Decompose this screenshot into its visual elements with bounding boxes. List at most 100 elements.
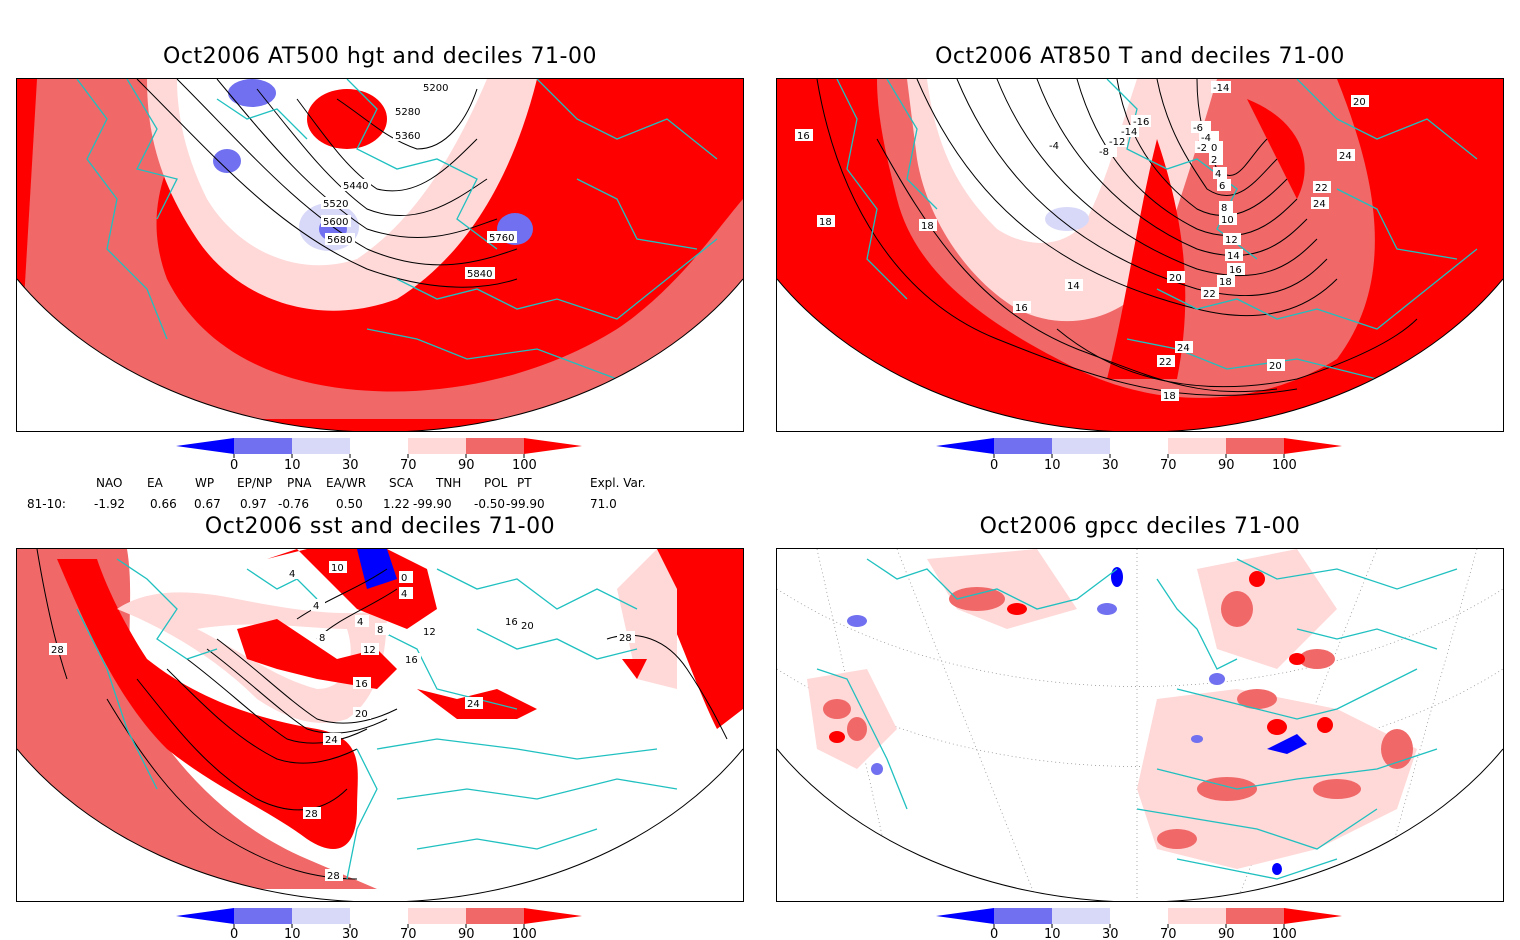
colorbar-swatch bbox=[292, 438, 350, 454]
index-value-explvar: 71.0 bbox=[590, 497, 617, 511]
colorbar-sst: 0 10 30 70 90 100 bbox=[176, 908, 582, 940]
colorbar-tick: 10 bbox=[284, 927, 301, 940]
index-header-ea: EA bbox=[147, 476, 163, 490]
contour-label: 16 bbox=[505, 617, 518, 628]
contour-label: -2 bbox=[1197, 143, 1207, 154]
index-header-nao: NAO bbox=[96, 476, 123, 490]
contour-label: 5760 bbox=[489, 233, 514, 244]
colorbar-tick: 90 bbox=[1218, 458, 1235, 472]
colorbar-tick: 10 bbox=[1044, 458, 1061, 472]
colorbar-tick: 30 bbox=[1102, 927, 1119, 940]
contour-label: 5680 bbox=[327, 235, 352, 246]
contour-label: 18 bbox=[1163, 391, 1176, 402]
contour-label: 5360 bbox=[395, 131, 420, 142]
panel-title-t850: Oct2006 AT850 T and deciles 71-00 bbox=[935, 44, 1345, 69]
colorbar-tick: 70 bbox=[1160, 927, 1177, 940]
index-header-explvar: Expl. Var. bbox=[590, 476, 646, 490]
contour-label: 22 bbox=[1159, 357, 1172, 368]
colorbar-swatch bbox=[408, 438, 466, 454]
colorbar-swatch bbox=[1110, 908, 1168, 924]
panel-title-gpcc: Oct2006 gpcc deciles 71-00 bbox=[979, 514, 1301, 539]
colorbar-swatch bbox=[936, 908, 994, 924]
colorbar-tick: 100 bbox=[512, 458, 537, 472]
colorbar-tick: 0 bbox=[230, 927, 238, 940]
index-value-epnp: 0.97 bbox=[240, 497, 267, 511]
contour-label: 18 bbox=[1219, 277, 1232, 288]
colorbar-tick: 90 bbox=[1218, 927, 1235, 940]
contour-label: 28 bbox=[305, 809, 318, 820]
contour-label: 24 bbox=[1177, 343, 1190, 354]
colorbar-swatch bbox=[1284, 908, 1342, 924]
index-value-ea: 0.66 bbox=[150, 497, 177, 511]
colorbar-swatch bbox=[1226, 438, 1284, 454]
contour-label: 20 bbox=[1169, 273, 1182, 284]
colorbar-swatch bbox=[408, 908, 466, 924]
colorbar-swatch bbox=[994, 908, 1052, 924]
index-header-pna: PNA bbox=[287, 476, 312, 490]
index-header-eawr: EA/WR bbox=[326, 476, 367, 490]
colorbar-tick: 100 bbox=[1272, 927, 1297, 940]
index-value-nao: -1.92 bbox=[94, 497, 126, 511]
index-value-pt: -99.90 bbox=[506, 497, 545, 511]
contour-label: 20 bbox=[1353, 97, 1366, 108]
colorbar-tick: 0 bbox=[990, 927, 998, 940]
colorbar-tick: 30 bbox=[1102, 458, 1119, 472]
contour-label: -8 bbox=[1099, 147, 1109, 158]
map-hgt500: 5200 5280 5360 5440 5520 5600 5680 5760 … bbox=[16, 78, 744, 432]
contour-label: 10 bbox=[331, 563, 344, 574]
colorbar-tick: 10 bbox=[1044, 927, 1061, 940]
colorbar-tick: 30 bbox=[342, 927, 359, 940]
contour-label: 8 bbox=[377, 625, 383, 636]
colorbar-tick: 90 bbox=[458, 927, 475, 940]
colorbar-tick: 10 bbox=[284, 458, 301, 472]
contour-label: 4 bbox=[313, 601, 319, 612]
contour-label: 4 bbox=[289, 569, 295, 580]
colorbar-tick: 0 bbox=[990, 458, 998, 472]
index-row-label: 81-10: bbox=[27, 497, 66, 511]
contour-label: 16 bbox=[797, 131, 810, 142]
contour-label: 20 bbox=[521, 621, 534, 632]
colorbar-swatch bbox=[1284, 438, 1342, 454]
index-value-sca: 1.22 bbox=[383, 497, 410, 511]
contour-label: -12 bbox=[1109, 137, 1125, 148]
colorbar-tick: 30 bbox=[342, 458, 359, 472]
contour-label: 5600 bbox=[323, 217, 348, 228]
colorbar-tick: 0 bbox=[230, 458, 238, 472]
colorbar-swatch bbox=[234, 908, 292, 924]
colorbar-swatch bbox=[176, 438, 234, 454]
colorbar-swatch bbox=[234, 438, 292, 454]
index-value-pol: -0.50 bbox=[474, 497, 506, 511]
contour-label: 5840 bbox=[467, 269, 492, 280]
colorbar-swatch bbox=[350, 438, 408, 454]
contour-label: 24 bbox=[1313, 199, 1326, 210]
contour-label: 12 bbox=[1225, 235, 1238, 246]
index-value-pna: -0.76 bbox=[278, 497, 310, 511]
contour-label: 5200 bbox=[423, 83, 448, 94]
contour-label: 5520 bbox=[323, 199, 348, 210]
map-sst: 4 10 0 4 4 4 8 8 12 12 16 16 20 24 28 28… bbox=[16, 548, 744, 902]
colorbar-swatch bbox=[1052, 908, 1110, 924]
contour-label: 4 bbox=[401, 589, 407, 600]
contour-label: 10 bbox=[1221, 215, 1234, 226]
colorbar-tick: 100 bbox=[1272, 458, 1297, 472]
colorbar-hgt500: 0 10 30 70 90 100 bbox=[176, 438, 582, 472]
index-value-eawr: 0.50 bbox=[336, 497, 363, 511]
index-header-sca: SCA bbox=[389, 476, 414, 490]
colorbar-gpcc: 0 10 30 70 90 100 bbox=[936, 908, 1342, 940]
colorbar-swatch bbox=[994, 438, 1052, 454]
map-t850: -14 -16 -14 -12 -8 -4 -6 -4 -2 0 2 4 6 8… bbox=[776, 78, 1504, 432]
colorbar-tick: 70 bbox=[400, 927, 417, 940]
contour-label: 24 bbox=[325, 735, 338, 746]
colorbar-tick: 70 bbox=[400, 458, 417, 472]
contour-label: -16 bbox=[1133, 117, 1149, 128]
contour-label: 16 bbox=[355, 679, 368, 690]
colorbar-t850: 0 10 30 70 90 100 bbox=[936, 438, 1342, 472]
contour-label: -6 bbox=[1193, 123, 1203, 134]
index-value-tnh: -99.90 bbox=[413, 497, 452, 511]
index-header-pt: PT bbox=[517, 476, 532, 490]
colorbar-swatch bbox=[466, 908, 524, 924]
contour-label: 24 bbox=[467, 699, 480, 710]
colorbar-tick: 100 bbox=[512, 927, 537, 940]
index-header-tnh: TNH bbox=[436, 476, 462, 490]
contour-label: -14 bbox=[1121, 127, 1137, 138]
